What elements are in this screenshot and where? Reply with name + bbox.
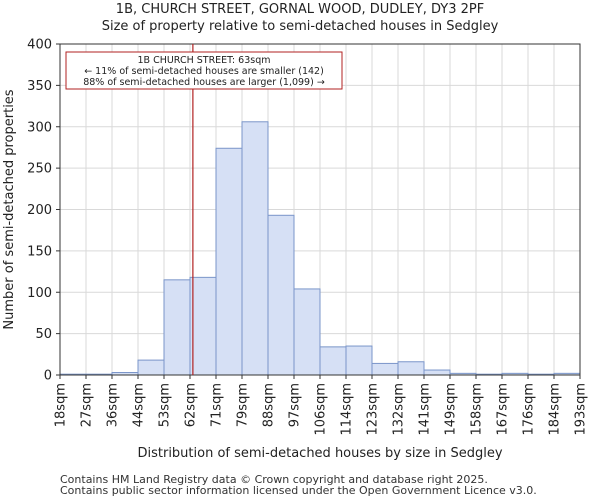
x-tick-label: 62sqm — [184, 383, 199, 427]
annotation-larger: 88% of semi-detached houses are larger (… — [83, 77, 325, 88]
histogram-bar — [215, 147, 243, 376]
chart-subtitle: Size of property relative to semi-detach… — [101, 19, 499, 34]
x-tick-label: 36sqm — [106, 383, 121, 427]
x-tick-label: 79sqm — [236, 383, 251, 427]
x-tick-label: 114sqm — [340, 383, 355, 436]
x-tick-label: 158sqm — [470, 383, 485, 436]
histogram-bar — [137, 359, 165, 376]
histogram-bar — [293, 288, 321, 376]
histogram-bar — [345, 345, 373, 376]
histogram-bar — [267, 214, 295, 376]
x-tick-label: 123sqm — [366, 383, 381, 436]
y-tick-label: 200 — [27, 203, 52, 218]
x-tick-label: 106sqm — [314, 383, 329, 436]
x-tick-label: 167sqm — [496, 383, 511, 436]
histogram-bar — [371, 362, 399, 376]
x-tick-label: 184sqm — [548, 383, 563, 436]
marker-layer: 1B CHURCH STREET: 63sqm← 11% of semi-det… — [65, 44, 343, 375]
y-tick-label: 350 — [27, 79, 52, 94]
histogram-bar — [319, 346, 347, 376]
x-tick-label: 132sqm — [392, 383, 407, 436]
x-tick-label: 176sqm — [522, 383, 537, 436]
y-tick-label: 100 — [27, 286, 52, 301]
x-tick-label: 141sqm — [418, 383, 433, 436]
y-tick-label: 50 — [35, 327, 52, 342]
annotation-title: 1B CHURCH STREET: 63sqm — [138, 55, 271, 66]
x-tick-label: 18sqm — [54, 383, 69, 427]
x-axis-title: Distribution of semi-detached houses by … — [137, 446, 502, 461]
x-tick-label: 71sqm — [210, 383, 225, 427]
y-tick-label: 150 — [27, 244, 52, 259]
histogram-bar — [163, 279, 191, 376]
x-tick-label: 88sqm — [262, 383, 277, 427]
y-tick-label: 250 — [27, 162, 52, 177]
annotation-smaller: ← 11% of semi-detached houses are smalle… — [84, 66, 324, 77]
annotation-box — [65, 51, 343, 90]
histogram-bar — [397, 361, 425, 376]
histogram-bar — [423, 369, 451, 376]
y-tick-label: 400 — [27, 38, 52, 53]
x-tick-label: 193sqm — [574, 383, 589, 436]
x-tick-label: 27sqm — [80, 383, 95, 427]
bars-layer — [59, 121, 581, 376]
x-tick-label: 44sqm — [132, 383, 147, 427]
y-axis-title: Number of semi-detached properties — [2, 89, 17, 329]
histogram-bar — [241, 121, 269, 376]
footer-copyright: Contains HM Land Registry data © Crown c… — [60, 473, 488, 486]
axes-layer: 0 50 100 150 200 250 300 350 400 18sqm 27sqm 36sqm 4… — [2, 38, 589, 462]
chart-title-address: 1B, CHURCH STREET, GORNAL WOOD, DUDLEY, … — [115, 2, 485, 17]
footer-licence: Contains public sector information licen… — [60, 484, 537, 497]
histogram-bar — [189, 276, 217, 376]
x-tick-label: 149sqm — [444, 383, 459, 436]
y-tick-label: 0 — [44, 369, 52, 384]
x-tick-label: 97sqm — [288, 383, 303, 427]
x-tick-label: 53sqm — [158, 383, 173, 427]
y-tick-label: 300 — [27, 120, 52, 135]
